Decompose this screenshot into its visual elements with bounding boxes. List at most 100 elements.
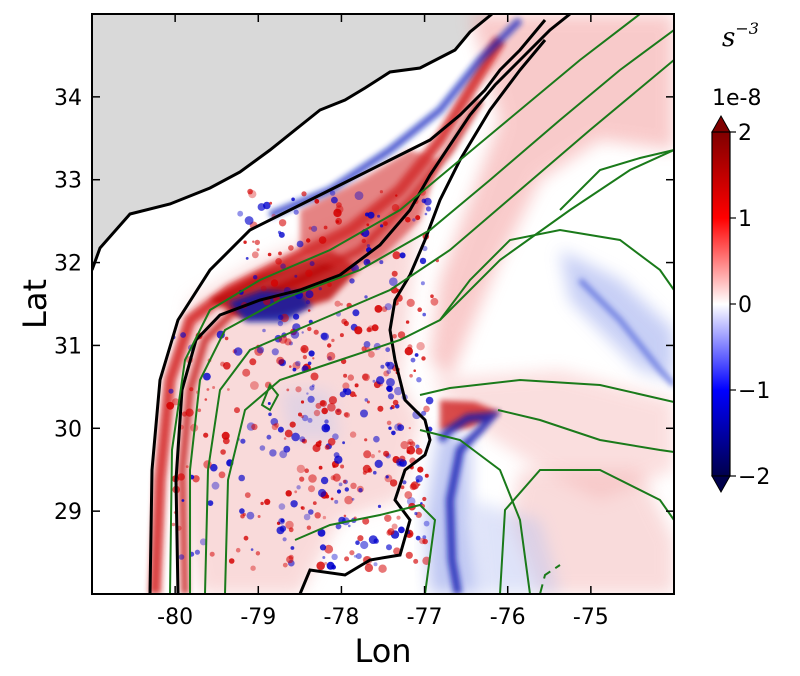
speckle	[319, 400, 326, 406]
speckle	[251, 251, 259, 259]
speckle	[303, 513, 311, 521]
speckle	[366, 400, 370, 404]
speckle	[329, 190, 336, 196]
speckle	[415, 535, 421, 541]
speckle	[342, 388, 347, 393]
speckle	[271, 348, 279, 356]
x-tick-label: -77	[407, 605, 443, 630]
speckle	[301, 438, 306, 443]
speckle	[259, 445, 266, 451]
speckle	[296, 485, 301, 490]
speckle	[260, 285, 267, 292]
speckle	[326, 561, 335, 570]
speckle	[177, 473, 185, 481]
speckle	[393, 547, 401, 555]
speckle	[339, 333, 344, 338]
speckle	[430, 297, 439, 306]
speckle	[391, 270, 398, 277]
speckle	[363, 341, 371, 348]
colorbar: s−3 1e-8 −2 −1 0 1 2	[711, 19, 770, 494]
colorbar-unit: s−3	[722, 19, 759, 53]
speckle	[404, 347, 413, 356]
y-axis-title: Lat	[16, 279, 54, 329]
speckle	[384, 514, 392, 522]
speckle	[349, 278, 355, 284]
speckle	[245, 257, 249, 260]
speckle	[309, 385, 315, 391]
speckle	[250, 548, 254, 551]
speckle	[171, 522, 176, 527]
speckle	[266, 434, 272, 440]
speckle	[377, 214, 381, 218]
speckle	[422, 312, 427, 317]
y-tick-label: 32	[54, 252, 82, 277]
speckle	[285, 490, 292, 497]
speckle	[355, 553, 362, 560]
speckle	[180, 332, 187, 338]
speckle	[296, 464, 306, 474]
speckle	[250, 565, 256, 571]
y-tick-label: 29	[54, 500, 82, 525]
speckle	[309, 261, 315, 267]
speckle	[422, 496, 427, 502]
speckle	[385, 347, 391, 353]
speckle	[365, 212, 369, 217]
speckle	[419, 538, 426, 545]
x-axis-title: Lon	[354, 632, 411, 670]
speckle	[262, 328, 266, 333]
speckle	[320, 476, 329, 485]
speckle	[249, 358, 257, 366]
speckle	[282, 537, 287, 542]
speckle	[380, 364, 385, 369]
speckle	[384, 303, 392, 311]
speckle	[371, 324, 379, 332]
speckle	[385, 361, 390, 367]
x-axis: -80 -79 -78 -77 -76 -75	[157, 14, 609, 630]
speckle	[409, 441, 416, 447]
speckle	[312, 444, 321, 453]
speckle	[277, 320, 284, 327]
speckle	[181, 499, 185, 502]
speckle	[313, 409, 321, 417]
speckle	[339, 391, 346, 398]
speckle	[292, 367, 297, 372]
speckle	[288, 554, 294, 560]
speckle	[278, 503, 286, 510]
speckle	[344, 412, 350, 418]
speckle	[361, 238, 366, 244]
speckle	[324, 544, 334, 554]
speckle	[367, 211, 375, 219]
x-tick-label: -80	[157, 605, 193, 630]
speckle	[324, 444, 330, 450]
speckle	[370, 454, 375, 459]
speckle	[308, 485, 315, 493]
speckle	[233, 347, 243, 356]
speckle	[238, 474, 245, 482]
speckle	[344, 495, 353, 505]
speckle	[406, 298, 415, 307]
speckle	[372, 379, 376, 383]
speckle	[312, 501, 317, 505]
speckle	[246, 511, 255, 520]
speckle	[388, 426, 392, 430]
speckle	[251, 423, 258, 431]
speckle	[336, 489, 342, 494]
speckle	[364, 563, 374, 573]
speckle	[228, 558, 235, 564]
speckle	[302, 355, 307, 360]
speckle	[342, 441, 345, 445]
speckle	[243, 240, 247, 244]
colorbar-tick-label: 1	[738, 207, 752, 232]
speckle	[276, 521, 281, 525]
colorbar-unit-base: s	[722, 23, 735, 53]
y-tick-label: 34	[54, 86, 82, 111]
speckle	[422, 535, 427, 540]
y-axis: 29 30 31 32 33 34	[54, 86, 674, 525]
speckle	[343, 514, 347, 518]
speckle	[409, 483, 417, 491]
speckle	[254, 239, 260, 246]
speckle	[206, 388, 210, 391]
speckle	[282, 562, 288, 568]
speckle	[396, 515, 401, 520]
speckle	[419, 257, 427, 265]
